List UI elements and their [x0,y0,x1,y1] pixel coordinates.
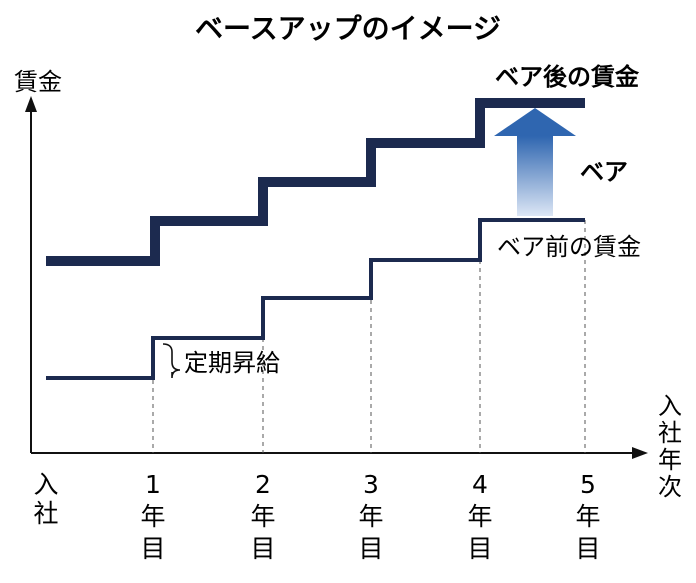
after-wage-label: ベア後の賃金 [495,63,640,91]
x-axis-label: 入 社 年 次 [658,392,682,501]
x-axis-arrowhead [632,447,648,459]
tick-label: 年 [575,502,600,531]
base-up-arrow-shaft [517,136,553,216]
tick-label: 入 [33,470,58,499]
tick-label: 年 [358,502,383,531]
tick-label: 年 [467,502,492,531]
base-up-label: ベア [580,158,628,186]
regular-raise-bracket [162,343,181,379]
tick-labels: 入 社 1 年 目 2 年 目 3 年 目 4 年 目 5 年 目 [33,470,600,563]
x-axis-label-char: 社 [658,419,682,447]
regular-raise-label: 定期昇給 [184,349,280,377]
base-up-arrow-head [494,108,576,136]
tick-label: 3 [363,470,379,499]
axes [25,96,648,459]
series-after-wage-line [46,98,585,266]
tick-label: 4 [472,470,488,499]
x-axis-label-char: 入 [658,392,682,420]
tick-label: 年 [250,502,275,531]
series-before-wage-line [46,218,585,380]
tick-label: 目 [140,534,165,563]
tick-label: 年 [140,502,165,531]
base-up-arrow [494,108,576,216]
before-wage-label: ベア前の賃金 [497,233,641,261]
tick-label: 目 [467,534,492,563]
tick-label: 2 [255,470,271,499]
diagram-title: ベースアップのイメージ [195,12,501,45]
tick-label: 社 [33,499,58,528]
x-axis-label-char: 次 [658,473,682,501]
tick-label: 1 [145,470,161,499]
y-axis-label: 賃金 [14,68,62,96]
tick-label: 5 [580,470,596,499]
x-axis-label-char: 年 [658,446,682,474]
tick-label: 目 [250,534,275,563]
tick-label: 目 [358,534,383,563]
y-axis-arrowhead [25,96,37,112]
tick-label: 目 [575,534,600,563]
